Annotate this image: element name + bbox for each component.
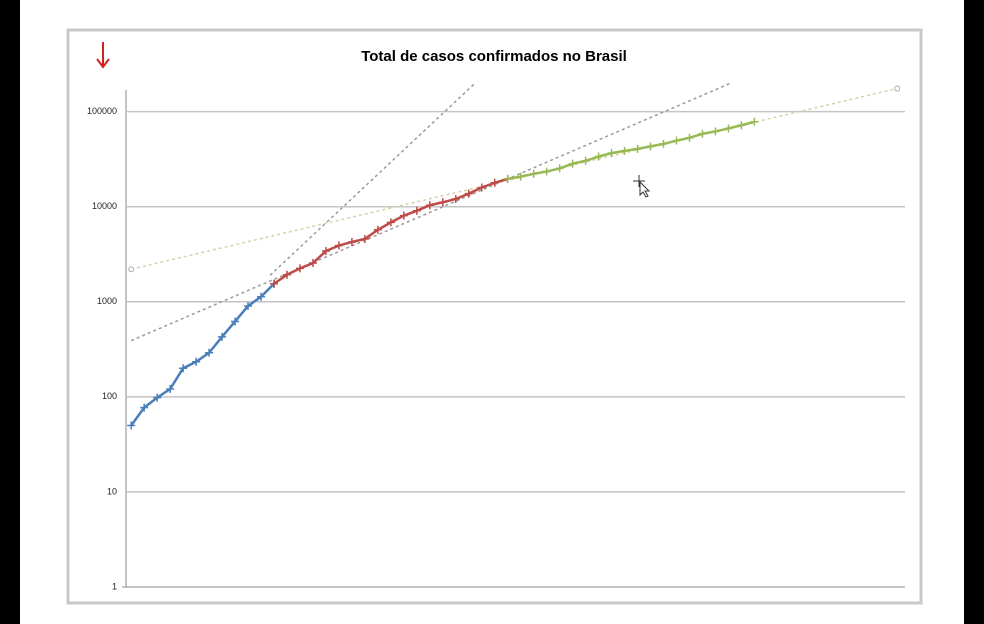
trendline xyxy=(131,87,898,270)
y-tick-label: 10 xyxy=(107,486,117,496)
point-marker xyxy=(633,144,642,153)
point-marker xyxy=(231,317,240,326)
point-marker xyxy=(412,206,421,215)
y-tick-label: 10000 xyxy=(92,201,117,211)
point-marker xyxy=(555,164,564,173)
point-marker xyxy=(477,183,486,192)
point-marker xyxy=(399,211,408,220)
point-marker xyxy=(750,117,759,126)
point-marker xyxy=(127,421,136,430)
point-marker xyxy=(153,393,162,402)
cursor-icon xyxy=(633,175,651,198)
point-marker xyxy=(620,146,629,155)
point-marker xyxy=(373,225,382,234)
point-marker xyxy=(179,364,188,373)
point-marker xyxy=(257,292,266,301)
point-marker xyxy=(490,178,499,187)
point-marker xyxy=(451,194,460,203)
point-marker xyxy=(360,234,369,243)
point-marker xyxy=(724,124,733,133)
trendline-end xyxy=(894,85,901,92)
point-marker xyxy=(672,136,681,145)
point-marker xyxy=(685,133,694,142)
y-tick-label: 1000 xyxy=(97,296,117,306)
point-marker xyxy=(205,348,214,357)
point-marker xyxy=(140,403,149,412)
point-marker xyxy=(529,169,538,178)
y-tick-label: 100000 xyxy=(87,106,117,116)
point-marker xyxy=(711,127,720,136)
point-marker xyxy=(581,156,590,165)
chart-title: Total de casos confirmados no Brasil xyxy=(361,48,627,65)
point-marker xyxy=(646,142,655,151)
trendline xyxy=(269,82,476,276)
point-marker xyxy=(737,121,746,130)
point-marker xyxy=(386,218,395,227)
y-tick-label: 100 xyxy=(102,391,117,401)
point-marker xyxy=(282,270,291,279)
arrow-icon xyxy=(96,42,110,69)
trendline-end xyxy=(128,266,135,273)
point-marker xyxy=(607,149,616,158)
series-line xyxy=(130,282,275,427)
point-marker xyxy=(503,174,512,183)
point-marker xyxy=(594,152,603,161)
point-marker xyxy=(166,384,175,393)
point-marker xyxy=(218,332,227,341)
point-marker xyxy=(308,259,317,268)
point-marker xyxy=(334,241,343,250)
point-marker xyxy=(321,247,330,256)
point-marker xyxy=(438,198,447,207)
point-marker xyxy=(347,237,356,246)
point-marker xyxy=(270,279,279,288)
point-marker xyxy=(464,189,473,198)
trendline xyxy=(130,82,732,342)
point-marker xyxy=(542,167,551,176)
point-marker xyxy=(516,172,525,181)
point-marker xyxy=(192,357,201,366)
point-marker xyxy=(659,139,668,148)
point-marker xyxy=(425,201,434,210)
point-marker xyxy=(698,129,707,138)
point-marker xyxy=(244,301,253,310)
point-marker xyxy=(568,159,577,168)
point-marker xyxy=(295,264,304,273)
y-tick-label: 1 xyxy=(112,581,117,591)
chart-frame xyxy=(66,28,923,605)
